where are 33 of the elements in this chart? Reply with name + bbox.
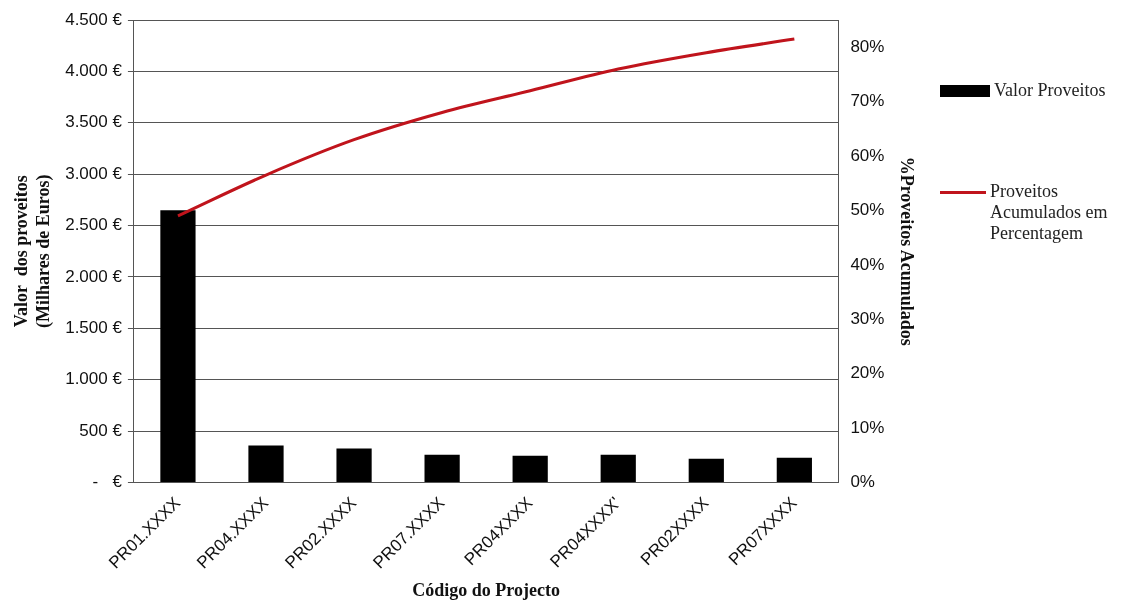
line-series bbox=[176, 37, 796, 218]
y2-tick-label: 20% bbox=[850, 363, 885, 383]
legend-label: Proveitos Acumulados em Percentagem bbox=[990, 181, 1109, 244]
y2-tick-label: 50% bbox=[850, 200, 885, 220]
y-tick-label: 4.000 € bbox=[65, 61, 123, 81]
y-axis-title: Valor dos proveitos (Milhares de Euros) bbox=[11, 174, 55, 328]
y-tick-label: 500 € bbox=[79, 420, 123, 440]
y-tick-label: 1.000 € bbox=[65, 369, 123, 389]
x-axis-title: Código do Projecto bbox=[412, 579, 560, 600]
bar bbox=[688, 458, 724, 482]
y-tick-label: - € bbox=[92, 472, 123, 492]
y-tick-label: 3.000 € bbox=[65, 163, 123, 183]
bar bbox=[248, 445, 284, 482]
y-tick-label: 1.500 € bbox=[65, 318, 123, 338]
y2-tick-label: 80% bbox=[850, 36, 885, 56]
y2-tick-label: 10% bbox=[850, 417, 885, 437]
bar bbox=[776, 457, 812, 482]
y2-tick-label: 60% bbox=[850, 145, 885, 165]
y2-tick-label: 0% bbox=[850, 472, 875, 492]
legend-label: Valor Proveitos bbox=[994, 80, 1107, 101]
bar bbox=[512, 455, 548, 482]
bar bbox=[336, 448, 372, 482]
y2-axis-title: %Proveitos Acumulados bbox=[896, 156, 917, 346]
bar bbox=[600, 454, 636, 482]
y-tick-label: 4.500 € bbox=[65, 9, 123, 29]
y-tick-label: 2.000 € bbox=[65, 266, 123, 286]
bar bbox=[160, 210, 196, 482]
y-tick-label: 2.500 € bbox=[65, 215, 123, 235]
y2-tick-label: 40% bbox=[850, 254, 885, 274]
y2-tick-label: 70% bbox=[850, 91, 885, 111]
y-tick-label: 3.500 € bbox=[65, 112, 123, 132]
y2-tick-label: 30% bbox=[850, 308, 885, 328]
bar bbox=[424, 454, 460, 482]
